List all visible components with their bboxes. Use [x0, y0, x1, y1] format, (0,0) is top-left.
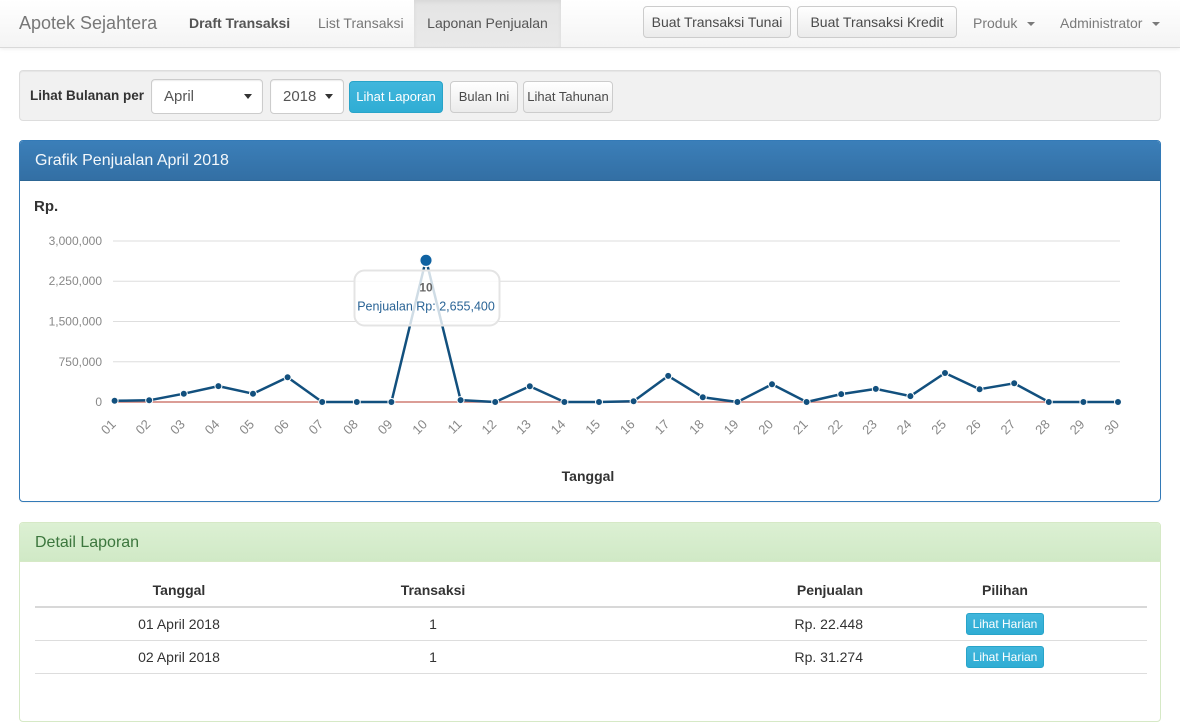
svg-text:09: 09: [375, 417, 396, 438]
svg-text:15: 15: [582, 417, 603, 438]
svg-text:19: 19: [721, 417, 742, 438]
svg-text:17: 17: [651, 417, 672, 438]
svg-text:1,500,000: 1,500,000: [49, 315, 103, 329]
svg-text:06: 06: [271, 417, 292, 438]
svg-text:Tanggal: Tanggal: [562, 468, 615, 484]
svg-text:22: 22: [824, 417, 845, 438]
svg-text:20: 20: [755, 417, 776, 438]
svg-text:16: 16: [617, 417, 638, 438]
svg-text:23: 23: [859, 417, 880, 438]
svg-text:01: 01: [98, 417, 119, 438]
svg-text:Rp.: Rp.: [34, 198, 58, 215]
svg-text:11: 11: [445, 417, 465, 437]
svg-text:21: 21: [790, 417, 811, 438]
svg-text:10: 10: [419, 281, 433, 295]
svg-text:25: 25: [928, 417, 949, 438]
svg-text:29: 29: [1067, 417, 1088, 438]
svg-text:10: 10: [409, 417, 430, 438]
svg-text:13: 13: [513, 417, 534, 438]
svg-text:24: 24: [894, 417, 915, 438]
svg-text:08: 08: [340, 417, 361, 438]
svg-text:3,000,000: 3,000,000: [49, 234, 103, 248]
svg-text:02: 02: [132, 417, 153, 438]
svg-text:2,250,000: 2,250,000: [49, 274, 103, 288]
svg-text:18: 18: [686, 417, 707, 438]
svg-text:05: 05: [236, 417, 257, 438]
svg-text:14: 14: [548, 417, 569, 438]
svg-text:07: 07: [305, 417, 326, 438]
svg-text:30: 30: [1101, 417, 1122, 438]
svg-text:04: 04: [202, 417, 223, 438]
svg-text:0: 0: [95, 395, 102, 409]
svg-text:Penjualan Rp: 2,655,400: Penjualan Rp: 2,655,400: [357, 300, 495, 314]
svg-text:26: 26: [963, 417, 984, 438]
svg-text:750,000: 750,000: [59, 355, 103, 369]
svg-text:27: 27: [997, 417, 1018, 438]
svg-text:28: 28: [1032, 417, 1053, 438]
svg-text:12: 12: [478, 417, 499, 438]
svg-text:03: 03: [167, 417, 188, 438]
